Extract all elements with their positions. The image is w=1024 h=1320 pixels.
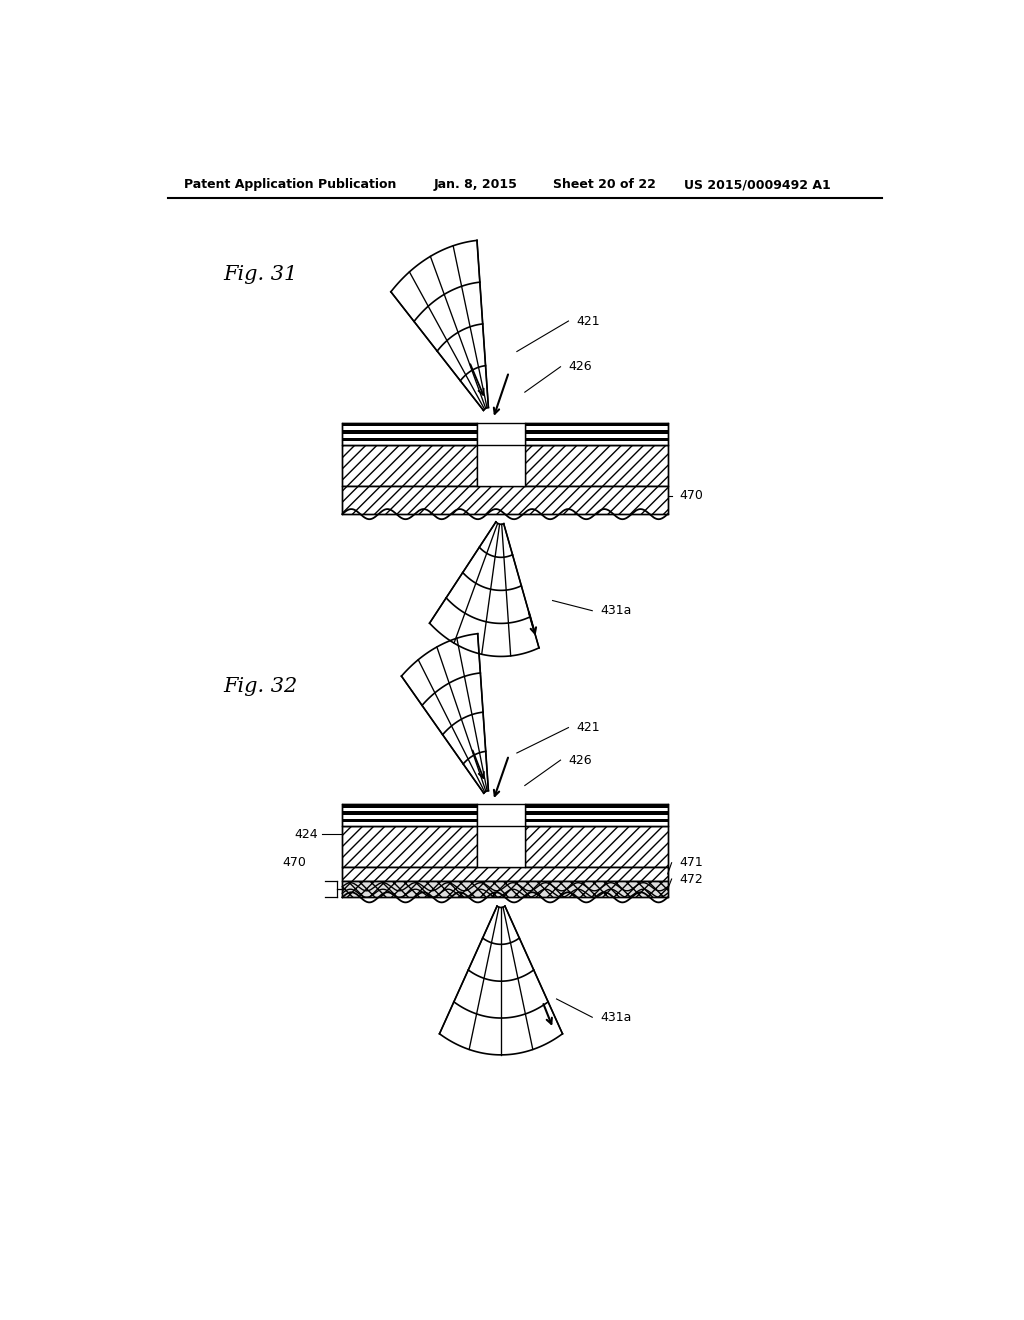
Bar <box>524 422 668 445</box>
Bar <box>524 437 668 441</box>
Bar <box>342 880 668 898</box>
Text: 471: 471 <box>680 857 703 870</box>
Text: 421: 421 <box>577 314 600 327</box>
Text: 421: 421 <box>577 721 600 734</box>
Text: US 2015/0009492 A1: US 2015/0009492 A1 <box>684 178 830 191</box>
Text: Patent Application Publication: Patent Application Publication <box>183 178 396 191</box>
Text: 470: 470 <box>283 857 306 870</box>
Bar <box>524 445 668 486</box>
Bar <box>342 804 477 826</box>
Bar <box>524 812 668 814</box>
Bar <box>524 430 668 434</box>
Bar <box>342 804 477 808</box>
Bar <box>342 826 477 867</box>
Text: 424: 424 <box>295 828 318 841</box>
Bar <box>477 804 525 867</box>
Bar <box>524 818 668 822</box>
Bar <box>342 445 477 486</box>
Bar <box>342 437 477 441</box>
Text: Fig. 32: Fig. 32 <box>223 677 298 696</box>
Text: Sheet 20 of 22: Sheet 20 of 22 <box>553 178 655 191</box>
Text: 431a: 431a <box>600 605 632 618</box>
Bar <box>524 422 668 426</box>
Bar <box>524 826 668 867</box>
Bar <box>524 804 668 826</box>
Bar <box>342 818 477 822</box>
Bar <box>342 430 477 434</box>
Text: 426: 426 <box>568 360 592 374</box>
Bar <box>342 812 477 814</box>
Bar <box>342 486 668 515</box>
Text: Jan. 8, 2015: Jan. 8, 2015 <box>433 178 517 191</box>
Bar <box>477 422 525 486</box>
Bar <box>524 804 668 808</box>
Bar <box>342 867 668 880</box>
Text: 472: 472 <box>680 873 703 886</box>
Text: Fig. 31: Fig. 31 <box>223 265 298 284</box>
Text: 431a: 431a <box>600 1011 632 1024</box>
Text: 470: 470 <box>680 490 703 503</box>
Bar <box>342 422 477 445</box>
Text: 426: 426 <box>568 754 592 767</box>
Bar <box>342 422 477 426</box>
